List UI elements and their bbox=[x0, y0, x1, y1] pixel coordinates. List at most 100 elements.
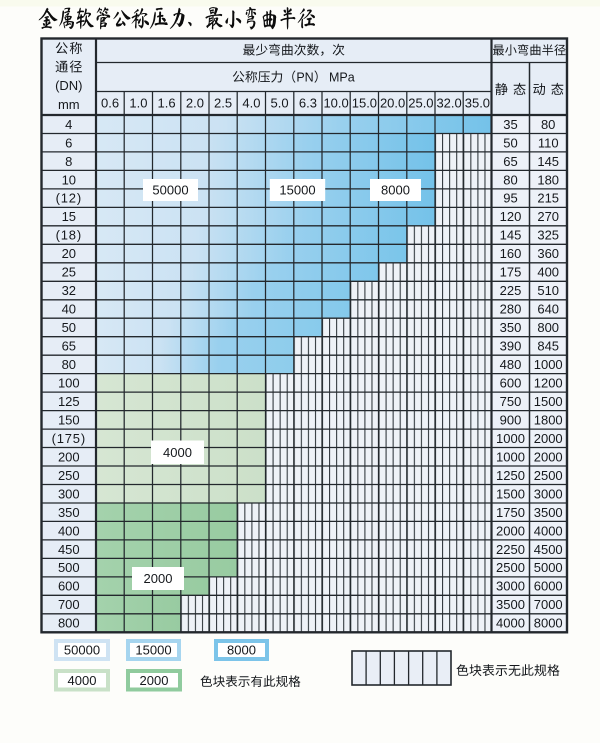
svg-text:5000: 5000 bbox=[534, 560, 563, 575]
svg-text:0.6: 0.6 bbox=[101, 96, 119, 111]
svg-text:35.0: 35.0 bbox=[465, 96, 490, 111]
svg-text:1500: 1500 bbox=[534, 394, 563, 409]
svg-text:(12): (12) bbox=[56, 191, 82, 206]
svg-text:4000: 4000 bbox=[163, 445, 192, 460]
svg-text:300: 300 bbox=[58, 486, 80, 501]
svg-text:80: 80 bbox=[503, 172, 517, 187]
svg-text:2500: 2500 bbox=[534, 468, 563, 483]
svg-text:35: 35 bbox=[503, 117, 517, 132]
svg-text:(175): (175) bbox=[52, 431, 86, 446]
svg-text:32.0: 32.0 bbox=[436, 96, 461, 111]
svg-text:50000: 50000 bbox=[64, 643, 100, 658]
svg-text:2000: 2000 bbox=[496, 523, 525, 538]
svg-text:510: 510 bbox=[537, 283, 559, 298]
svg-text:15000: 15000 bbox=[135, 643, 171, 658]
svg-text:65: 65 bbox=[503, 154, 517, 169]
svg-text:10.0: 10.0 bbox=[323, 96, 348, 111]
svg-text:270: 270 bbox=[537, 209, 559, 224]
svg-text:480: 480 bbox=[500, 357, 522, 372]
svg-text:4: 4 bbox=[65, 117, 72, 132]
svg-text:MPa: MPa bbox=[329, 71, 355, 85]
svg-text:32: 32 bbox=[62, 283, 76, 298]
svg-text:3000: 3000 bbox=[534, 486, 563, 501]
svg-text:325: 325 bbox=[537, 228, 559, 243]
svg-text:360: 360 bbox=[537, 246, 559, 261]
svg-text:900: 900 bbox=[500, 412, 522, 427]
svg-text:225: 225 bbox=[500, 283, 522, 298]
svg-text:PN: PN bbox=[296, 71, 313, 85]
svg-text:20: 20 bbox=[62, 246, 76, 261]
svg-text:10: 10 bbox=[62, 172, 76, 187]
svg-text:450: 450 bbox=[58, 542, 80, 557]
svg-text:800: 800 bbox=[58, 616, 80, 631]
svg-text:2000: 2000 bbox=[534, 431, 563, 446]
svg-text:95: 95 bbox=[503, 191, 517, 206]
svg-text:640: 640 bbox=[537, 302, 559, 317]
svg-text:2500: 2500 bbox=[496, 560, 525, 575]
svg-text:100: 100 bbox=[58, 376, 80, 391]
svg-text:175: 175 bbox=[500, 265, 522, 280]
svg-text:8: 8 bbox=[65, 154, 72, 169]
svg-text:145: 145 bbox=[537, 154, 559, 169]
svg-text:(18): (18) bbox=[56, 228, 82, 243]
svg-text:80: 80 bbox=[541, 117, 555, 132]
svg-text:15.0: 15.0 bbox=[352, 96, 377, 111]
svg-text:2.5: 2.5 bbox=[214, 96, 232, 111]
svg-text:500: 500 bbox=[58, 560, 80, 575]
svg-text:1000: 1000 bbox=[534, 357, 563, 372]
svg-text:145: 145 bbox=[500, 228, 522, 243]
svg-text:8000: 8000 bbox=[381, 183, 410, 198]
svg-text:1000: 1000 bbox=[496, 449, 525, 464]
svg-text:7000: 7000 bbox=[534, 597, 563, 612]
svg-text:40: 40 bbox=[62, 302, 76, 317]
svg-text:600: 600 bbox=[500, 376, 522, 391]
svg-text:6.3: 6.3 bbox=[299, 96, 317, 111]
svg-text:50: 50 bbox=[62, 320, 76, 335]
svg-text:280: 280 bbox=[500, 302, 522, 317]
svg-text:125: 125 bbox=[58, 394, 80, 409]
svg-text:20.0: 20.0 bbox=[380, 96, 405, 111]
svg-text:4000: 4000 bbox=[496, 616, 525, 631]
svg-text:4500: 4500 bbox=[534, 542, 563, 557]
svg-text:1800: 1800 bbox=[534, 412, 563, 427]
svg-text:(DN): (DN) bbox=[55, 78, 82, 93]
svg-text:390: 390 bbox=[500, 339, 522, 354]
svg-text:3000: 3000 bbox=[496, 579, 525, 594]
svg-text:25.0: 25.0 bbox=[408, 96, 433, 111]
svg-text:600: 600 bbox=[58, 579, 80, 594]
svg-text:110: 110 bbox=[538, 135, 559, 150]
svg-text:215: 215 bbox=[537, 191, 559, 206]
svg-text:160: 160 bbox=[500, 246, 522, 261]
svg-text:120: 120 bbox=[500, 209, 522, 224]
svg-text:1200: 1200 bbox=[534, 376, 563, 391]
svg-text:6: 6 bbox=[65, 135, 72, 150]
svg-text:4000: 4000 bbox=[534, 523, 563, 538]
svg-text:250: 250 bbox=[58, 468, 80, 483]
svg-text:180: 180 bbox=[537, 172, 559, 187]
svg-text:3500: 3500 bbox=[496, 597, 525, 612]
svg-text:25: 25 bbox=[62, 265, 76, 280]
svg-text:3500: 3500 bbox=[534, 505, 563, 520]
svg-text:800: 800 bbox=[537, 320, 559, 335]
svg-text:2250: 2250 bbox=[496, 542, 525, 557]
svg-text:1000: 1000 bbox=[496, 431, 525, 446]
svg-text:150: 150 bbox=[58, 412, 80, 427]
svg-text:6000: 6000 bbox=[534, 579, 563, 594]
svg-text:50: 50 bbox=[503, 135, 517, 150]
svg-text:2000: 2000 bbox=[140, 673, 169, 688]
svg-text:1.6: 1.6 bbox=[158, 96, 176, 111]
svg-text:15: 15 bbox=[62, 209, 76, 224]
svg-text:700: 700 bbox=[58, 597, 80, 612]
svg-text:350: 350 bbox=[500, 320, 522, 335]
svg-text:8000: 8000 bbox=[227, 643, 256, 658]
svg-text:4000: 4000 bbox=[68, 673, 97, 688]
svg-text:400: 400 bbox=[58, 523, 80, 538]
svg-text:2.0: 2.0 bbox=[186, 96, 204, 111]
svg-text:2000: 2000 bbox=[144, 571, 173, 586]
svg-text:15000: 15000 bbox=[279, 183, 315, 198]
svg-text:80: 80 bbox=[62, 357, 76, 372]
svg-text:2000: 2000 bbox=[534, 449, 563, 464]
svg-text:1500: 1500 bbox=[496, 486, 525, 501]
svg-text:1750: 1750 bbox=[496, 505, 525, 520]
svg-text:50000: 50000 bbox=[152, 183, 188, 198]
